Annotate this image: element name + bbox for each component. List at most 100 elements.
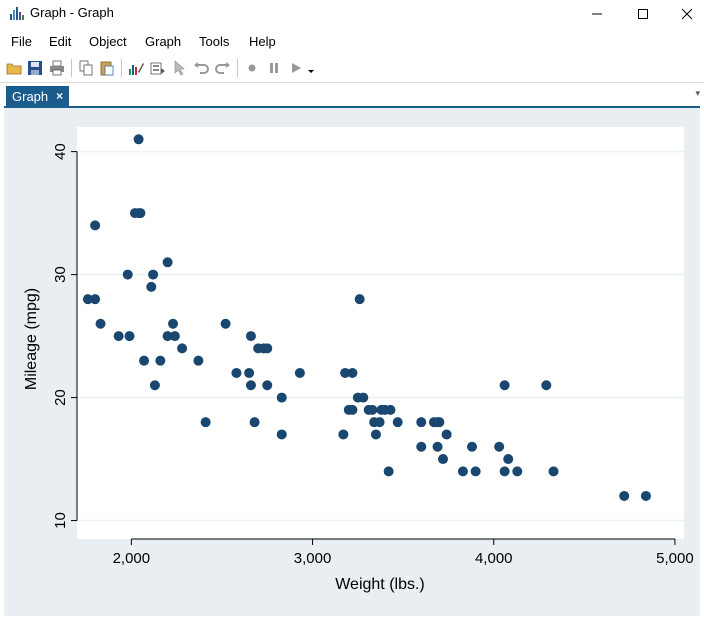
graph-window: 10 20 30 40 2,000 3,000 4,000 5,000 Weight (lb… — [4, 106, 700, 616]
data-point — [177, 343, 188, 354]
close-tab-icon[interactable]: × — [56, 89, 64, 103]
data-point — [122, 269, 133, 280]
minimize-button[interactable] — [574, 0, 620, 28]
data-point — [262, 343, 273, 354]
data-point — [392, 417, 403, 428]
data-point — [385, 404, 396, 415]
toolbar — [0, 54, 704, 83]
close-icon — [681, 8, 693, 20]
print-icon[interactable] — [49, 60, 65, 76]
y-tick-label: 40 — [52, 143, 69, 160]
toolbar-separator — [121, 59, 122, 77]
data-point — [135, 208, 146, 219]
data-point — [169, 331, 180, 342]
data-point — [249, 417, 260, 428]
graph-app-icon — [10, 7, 24, 20]
toolbar-separator — [71, 59, 72, 77]
maximize-icon — [638, 9, 648, 19]
save-icon[interactable] — [27, 60, 43, 76]
object-browser-icon[interactable] — [150, 60, 166, 76]
paste-icon[interactable] — [99, 60, 115, 76]
scatter-chart: 10 20 30 40 2,000 3,000 4,000 5,000 Weight (lb… — [23, 127, 694, 593]
data-point — [548, 466, 559, 477]
data-point — [200, 417, 211, 428]
data-point — [512, 466, 523, 477]
chevron-down-icon[interactable] — [306, 66, 316, 76]
data-point — [347, 367, 358, 378]
data-point — [640, 490, 651, 501]
record-icon[interactable] — [244, 60, 260, 76]
menu-object[interactable]: Object — [89, 34, 127, 49]
menu-bar: File Edit Object Graph Tools Help — [0, 30, 704, 52]
x-tick-label: 3,000 — [294, 550, 332, 567]
data-point — [124, 331, 135, 342]
y-axis-label: Mileage (mpg) — [23, 288, 40, 390]
data-point — [231, 367, 242, 378]
data-point — [148, 269, 159, 280]
data-point — [383, 466, 394, 477]
minimize-icon — [592, 13, 602, 15]
pointer-icon[interactable] — [172, 60, 188, 76]
data-point — [155, 355, 166, 366]
data-point — [347, 404, 358, 415]
redo-icon[interactable] — [215, 60, 231, 76]
data-point — [340, 367, 351, 378]
data-point — [245, 331, 256, 342]
menu-help[interactable]: Help — [249, 34, 276, 49]
close-window-button[interactable] — [664, 0, 704, 28]
undo-icon[interactable] — [193, 60, 209, 76]
x-tick-label: 4,000 — [475, 550, 513, 567]
menu-file[interactable]: File — [11, 34, 32, 49]
data-point — [276, 429, 287, 440]
open-icon[interactable] — [6, 60, 22, 76]
data-point — [193, 355, 204, 366]
tab-graph[interactable]: Graph × — [6, 86, 70, 106]
data-point — [370, 429, 381, 440]
data-point — [139, 355, 150, 366]
data-point — [82, 294, 93, 305]
data-point — [499, 466, 510, 477]
data-point — [499, 380, 510, 391]
copy-icon[interactable] — [78, 60, 94, 76]
data-point — [245, 380, 256, 391]
graph-editor-icon[interactable] — [128, 60, 144, 76]
data-point — [162, 331, 173, 342]
data-point — [294, 367, 305, 378]
data-point — [262, 380, 273, 391]
pause-icon[interactable] — [266, 60, 282, 76]
data-point — [432, 441, 443, 452]
data-point — [494, 441, 505, 452]
data-point — [244, 367, 255, 378]
data-point — [220, 318, 231, 329]
data-point — [374, 417, 385, 428]
data-point — [146, 281, 157, 292]
data-point — [162, 257, 173, 268]
play-icon[interactable] — [288, 60, 304, 76]
x-axis-label: Weight (lbs.) — [335, 576, 425, 593]
tab-bar: Graph × ▾ — [0, 84, 704, 106]
data-point — [354, 294, 365, 305]
toolbar-separator — [237, 59, 238, 77]
y-tick-label: 20 — [52, 389, 69, 406]
x-tick-label: 2,000 — [113, 550, 151, 567]
menu-graph[interactable]: Graph — [145, 34, 182, 49]
data-point — [467, 441, 478, 452]
data-point — [133, 134, 144, 145]
data-point — [470, 466, 481, 477]
menu-edit[interactable]: Edit — [49, 34, 72, 49]
data-point — [457, 466, 468, 477]
data-point — [438, 454, 449, 465]
data-point — [113, 331, 124, 342]
window-title: Graph - Graph — [30, 5, 114, 20]
data-point — [95, 318, 106, 329]
data-point — [338, 429, 349, 440]
menu-tools[interactable]: Tools — [199, 34, 230, 49]
data-point — [434, 417, 445, 428]
title-bar: Graph - Graph — [0, 0, 704, 28]
tab-list-chevron-down-icon[interactable]: ▾ — [695, 88, 700, 98]
data-point — [358, 392, 369, 403]
data-point — [416, 417, 427, 428]
data-point — [149, 380, 160, 391]
data-point — [416, 441, 427, 452]
maximize-button[interactable] — [620, 0, 666, 28]
